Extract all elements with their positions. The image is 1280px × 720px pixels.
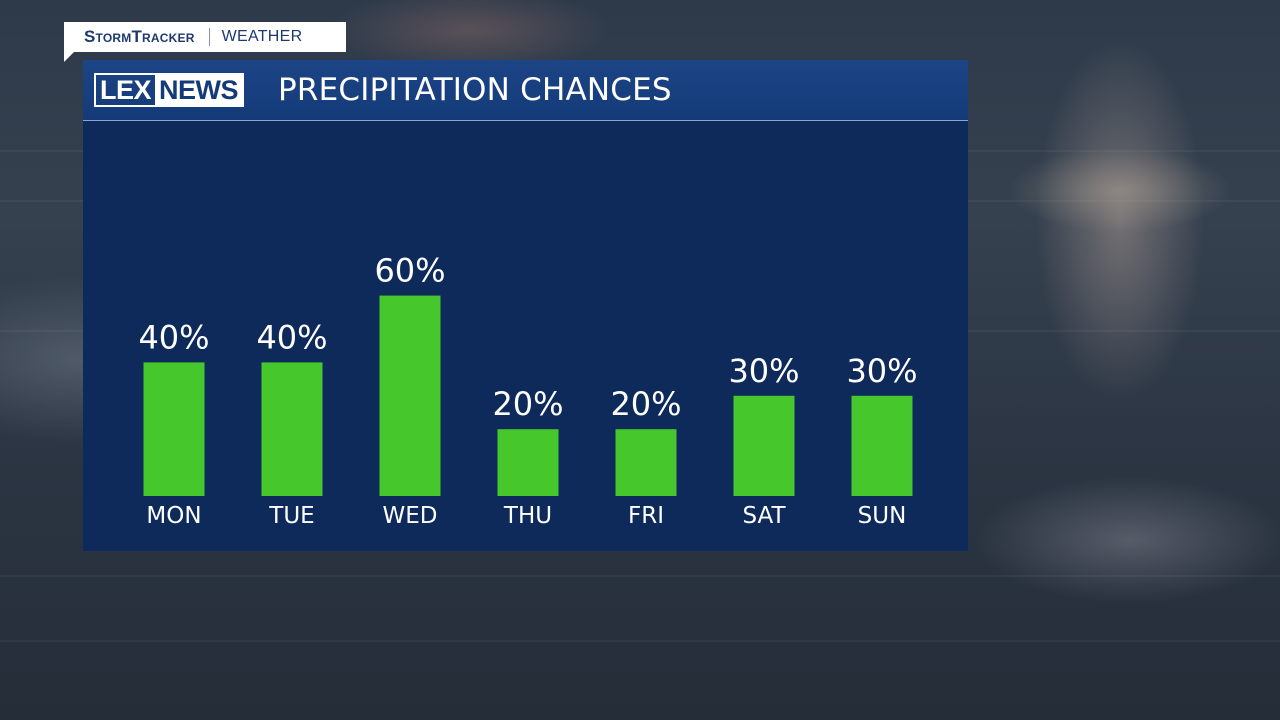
bar-sat xyxy=(733,395,795,496)
category-label-sun: SUN xyxy=(858,503,907,529)
precipitation-bar-chart: 40% MON 40% TUE 60% WED 20% THU 20% FRI 30% SAT 30% S… xyxy=(138,252,917,529)
bar-sun xyxy=(851,395,913,496)
value-label-wed: 60% xyxy=(374,252,445,290)
category-label-mon: MON xyxy=(146,503,201,529)
category-label-wed: WED xyxy=(383,503,438,529)
chart-title: PRECIPITATION CHANCES xyxy=(278,72,672,108)
value-label-sat: 30% xyxy=(728,352,799,390)
category-label-fri: FRI xyxy=(628,503,664,529)
value-label-thu: 20% xyxy=(492,385,563,423)
chart-panel: LEX NEWS PRECIPITATION CHANCES 40% MON 40%… xyxy=(83,60,968,551)
station-logo: LEX NEWS xyxy=(94,73,245,107)
value-label-sun: 30% xyxy=(846,352,917,390)
brand-section: Weather xyxy=(221,28,303,45)
value-label-fri: 20% xyxy=(610,385,681,423)
bar-tue xyxy=(261,362,323,496)
category-label-sat: SAT xyxy=(742,503,786,529)
bar-thu xyxy=(497,429,559,496)
bar-mon xyxy=(143,362,205,496)
logo-left-text: LEX xyxy=(100,75,152,105)
chart-header: LEX NEWS PRECIPITATION CHANCES xyxy=(83,60,968,121)
bar-fri xyxy=(615,429,677,496)
brand-name: StormTracker xyxy=(84,27,195,46)
brand-divider xyxy=(208,28,210,46)
value-label-tue: 40% xyxy=(256,318,327,356)
logo-right-text: NEWS xyxy=(155,75,243,105)
brand-tag-notch xyxy=(64,52,74,62)
brand-tag: StormTracker Weather xyxy=(64,22,346,62)
bar-wed xyxy=(379,295,441,496)
category-label-tue: TUE xyxy=(268,503,314,529)
category-label-thu: THU xyxy=(503,503,552,529)
water-ripple xyxy=(0,640,1280,642)
water-ripple xyxy=(0,575,1280,577)
value-label-mon: 40% xyxy=(138,318,209,356)
